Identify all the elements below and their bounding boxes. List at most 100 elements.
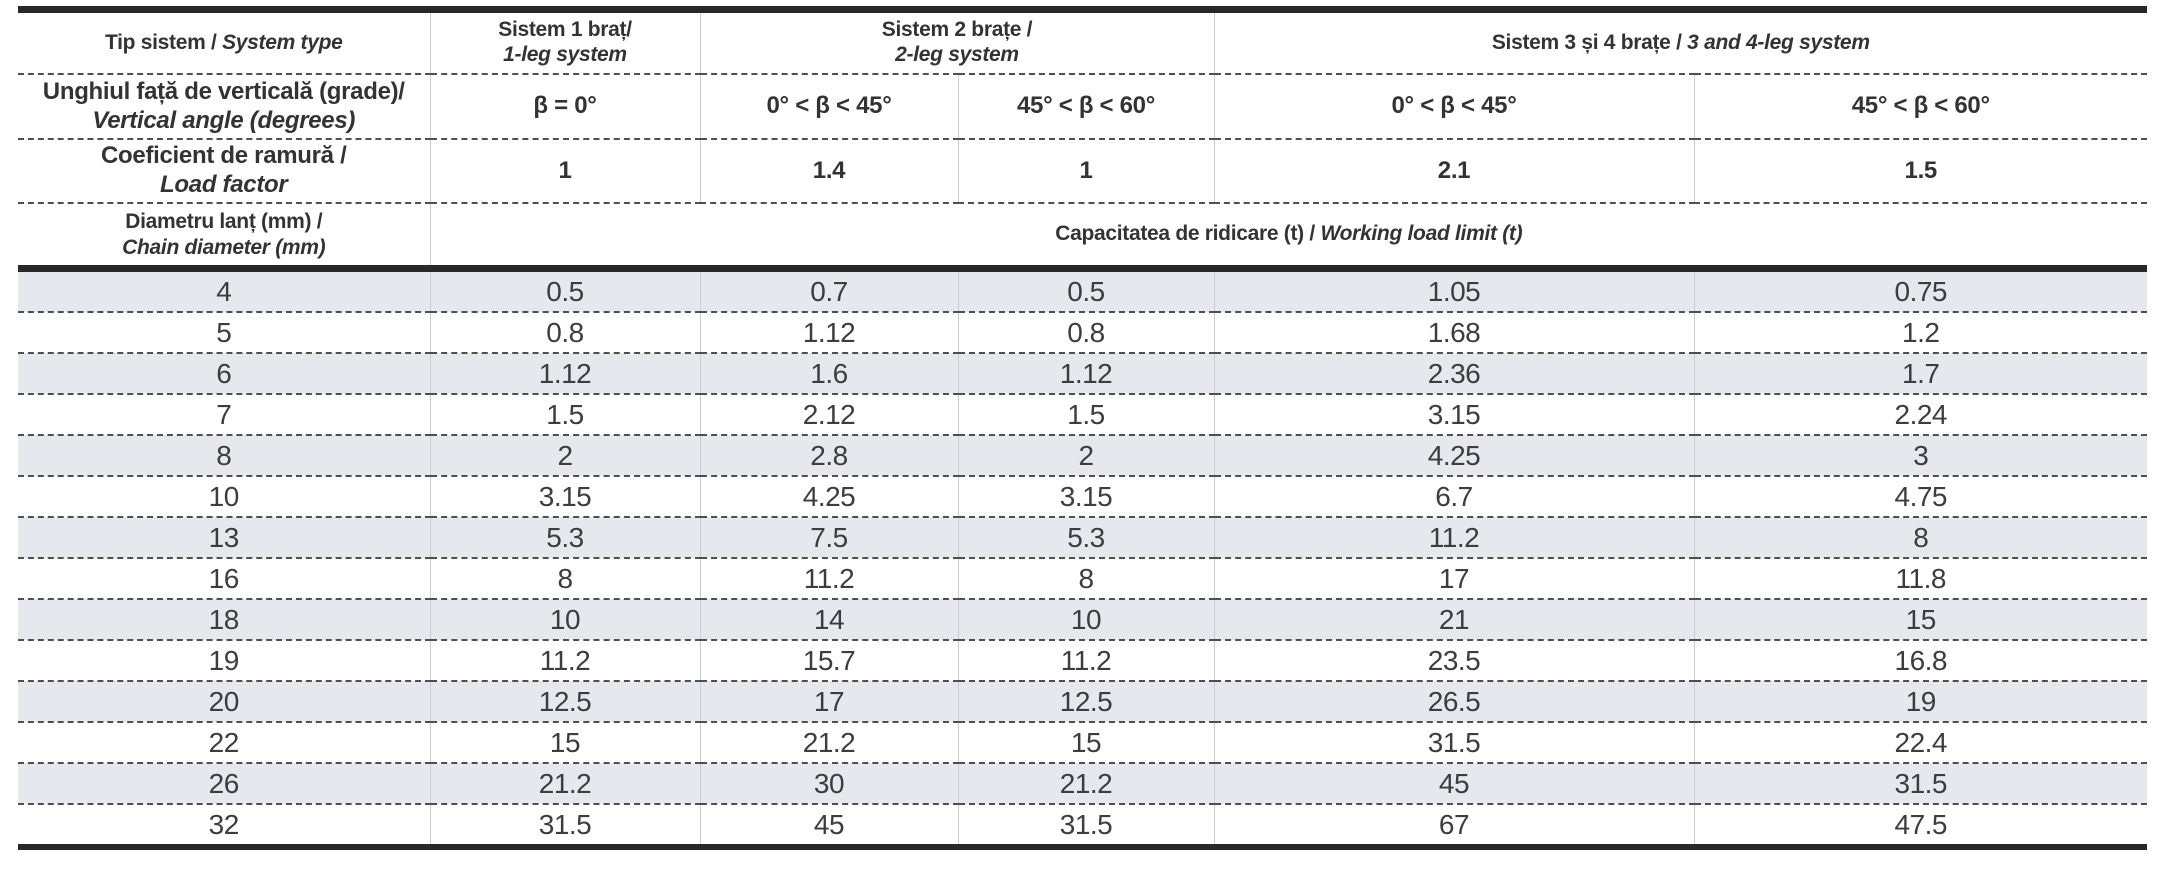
chain-diameter-cell: 5 [18, 311, 430, 353]
wll-value-cell: 31.5 [1213, 721, 1694, 763]
chain-diameter-cell: 10 [18, 475, 430, 517]
wll-value-cell: 0.8 [957, 311, 1214, 353]
wll-value-cell: 19 [1693, 680, 2148, 722]
chain-diameter-cell: 13 [18, 516, 430, 558]
table-row: 18 10 14 10 21 15 [18, 598, 2148, 640]
wll-value-cell: 14 [699, 598, 958, 640]
system-3-4leg-ro: Sistem 3 și 4 brațe / [1491, 30, 1688, 54]
angle-cell: β = 0° [429, 73, 700, 139]
load-factor-cell: 1 [429, 138, 700, 203]
system-1leg-en: 1-leg system [503, 43, 627, 66]
wll-value-cell: 31.5 [429, 803, 700, 847]
wll-value-cell: 31.5 [957, 803, 1214, 847]
load-factor-cell: 2.1 [1213, 138, 1694, 203]
wll-value-cell: 0.7 [699, 265, 958, 312]
angle-cell: 45° < β < 60° [1693, 73, 2148, 139]
wll-value-cell: 12.5 [429, 680, 700, 722]
chain-diameter-cell: 19 [18, 639, 430, 681]
chain-diameter-cell: 8 [18, 434, 430, 476]
table-row: 16 8 11.2 8 17 11.8 [18, 557, 2148, 599]
wll-value-cell: 4.75 [1693, 475, 2148, 517]
wll-value-cell: 5.3 [957, 516, 1214, 558]
chain-diameter-cell: 4 [18, 265, 430, 312]
wll-value-cell: 17 [699, 680, 958, 722]
wll-value-cell: 21.2 [699, 721, 958, 763]
load-factor-cell: 1.4 [699, 138, 958, 203]
wll-value-cell: 3.15 [957, 475, 1214, 517]
wll-value-cell: 21.2 [957, 762, 1214, 804]
wll-value-cell: 30 [699, 762, 958, 804]
wll-value-cell: 11.8 [1693, 557, 2148, 599]
chain-diameter-cell: 16 [18, 557, 430, 599]
wll-value-cell: 8 [957, 557, 1214, 599]
load-factor-cell: 1 [957, 138, 1214, 203]
system-3-4leg-en: 3 and 4-leg system [1687, 30, 1870, 54]
vertical-angle-label-en: Vertical angle (degrees) [92, 106, 356, 134]
wll-value-cell: 0.5 [429, 265, 700, 312]
wll-value-cell: 1.12 [957, 352, 1214, 394]
system-3-4leg-header: Sistem 3 și 4 brațe / 3 and 4-leg system [1213, 9, 2148, 74]
wll-value-cell: 67 [1213, 803, 1694, 847]
load-factor-cell: 1.5 [1693, 138, 2148, 203]
wll-value-cell: 1.7 [1693, 352, 2148, 394]
chain-diameter-cell: 32 [18, 803, 430, 847]
wll-value-cell: 47.5 [1693, 803, 2148, 847]
chain-diameter-label: Diametru lanț (mm) / Chain diameter (mm) [18, 202, 430, 269]
wll-value-cell: 11.2 [957, 639, 1214, 681]
wll-value-cell: 2 [429, 434, 700, 476]
chain-diameter-label-ro: Diametru lanț (mm) / [125, 210, 323, 234]
load-factor-label-ro: Coeficient de ramură / [101, 142, 347, 170]
wll-value-cell: 1.12 [429, 352, 700, 394]
wll-value-cell: 5.3 [429, 516, 700, 558]
wll-value-cell: 1.5 [429, 393, 700, 435]
wll-value-cell: 26.5 [1213, 680, 1694, 722]
system-type-label-en: System type [222, 31, 343, 55]
table-row: 7 1.5 2.12 1.5 3.15 2.24 [18, 393, 2148, 435]
wll-value-cell: 11.2 [699, 557, 958, 599]
wll-title-ro: Capacitatea de ridicare (t) / [1055, 222, 1321, 246]
wll-value-cell: 15 [957, 721, 1214, 763]
wll-value-cell: 2.8 [699, 434, 958, 476]
wll-value-cell: 3.15 [1213, 393, 1694, 435]
table-row: 5 0.8 1.12 0.8 1.68 1.2 [18, 311, 2148, 353]
wll-value-cell: 11.2 [429, 639, 700, 681]
wll-value-cell: 21 [1213, 598, 1694, 640]
wll-value-cell: 31.5 [1693, 762, 2148, 804]
wll-value-cell: 2.24 [1693, 393, 2148, 435]
wll-value-cell: 0.8 [429, 311, 700, 353]
angle-cell: 45° < β < 60° [957, 73, 1214, 139]
wll-value-cell: 3.15 [429, 475, 700, 517]
wll-value-cell: 16.8 [1693, 639, 2148, 681]
wll-value-cell: 1.68 [1213, 311, 1694, 353]
table-row: 6 1.12 1.6 1.12 2.36 1.7 [18, 352, 2148, 394]
chain-diameter-cell: 26 [18, 762, 430, 804]
table-row: 4 0.5 0.7 0.5 1.05 0.75 [18, 265, 2148, 312]
table-row: 19 11.2 15.7 11.2 23.5 16.8 [18, 639, 2148, 681]
wll-title: Capacitatea de ridicare (t) / Working lo… [429, 202, 2148, 269]
wll-value-cell: 1.05 [1213, 265, 1694, 312]
wll-value-cell: 23.5 [1213, 639, 1694, 681]
wll-value-cell: 21.2 [429, 762, 700, 804]
chain-diameter-cell: 7 [18, 393, 430, 435]
table-row: 20 12.5 17 12.5 26.5 19 [18, 680, 2148, 722]
wll-value-cell: 3 [1693, 434, 2148, 476]
system-1leg-ro: Sistem 1 braț/ [498, 18, 632, 42]
table-row: 8 2 2.8 2 4.25 3 [18, 434, 2148, 476]
wll-title-row: Diametru lanț (mm) / Chain diameter (mm) … [18, 202, 2148, 269]
wll-value-cell: 15.7 [699, 639, 958, 681]
wll-value-cell: 4.25 [1213, 434, 1694, 476]
wll-value-cell: 1.5 [957, 393, 1214, 435]
wll-value-cell: 1.6 [699, 352, 958, 394]
system-1leg-header: Sistem 1 braț/1-leg system [429, 9, 700, 74]
chain-diameter-cell: 22 [18, 721, 430, 763]
chain-diameter-cell: 18 [18, 598, 430, 640]
angle-cell: 0° < β < 45° [699, 73, 958, 139]
table-header: Tip sistem / System type Sistem 1 braț/1… [18, 9, 2148, 269]
table-row: 22 15 21.2 15 31.5 22.4 [18, 721, 2148, 763]
wll-value-cell: 7.5 [699, 516, 958, 558]
vertical-angle-label-ro: Unghiul față de verticală (grade)/ [42, 77, 405, 105]
system-2leg-header: Sistem 2 brațe /2-leg system [699, 9, 1214, 74]
wll-value-cell: 17 [1213, 557, 1694, 599]
table-body: 4 0.5 0.7 0.5 1.05 0.75 5 0.8 1.12 0.8 1.68 1.2 6 1.1… [18, 265, 2148, 847]
load-factor-label-en: Load factor [160, 171, 288, 198]
